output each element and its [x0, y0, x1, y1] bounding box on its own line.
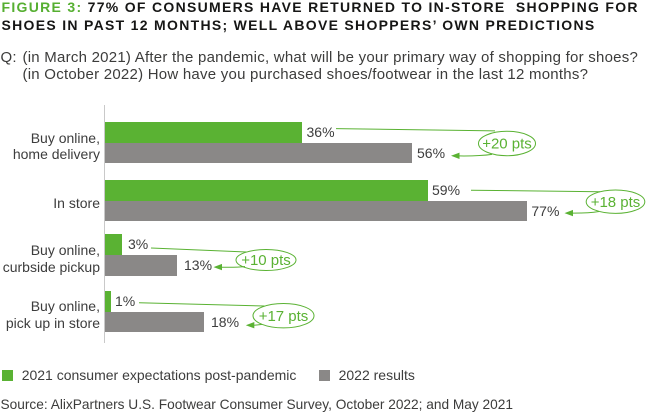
svg-text:+18 pts: +18 pts — [591, 194, 641, 211]
svg-text:+17 pts: +17 pts — [259, 308, 309, 325]
svg-text:+10 pts: +10 pts — [241, 252, 291, 269]
svg-text:+20 pts: +20 pts — [482, 136, 532, 153]
